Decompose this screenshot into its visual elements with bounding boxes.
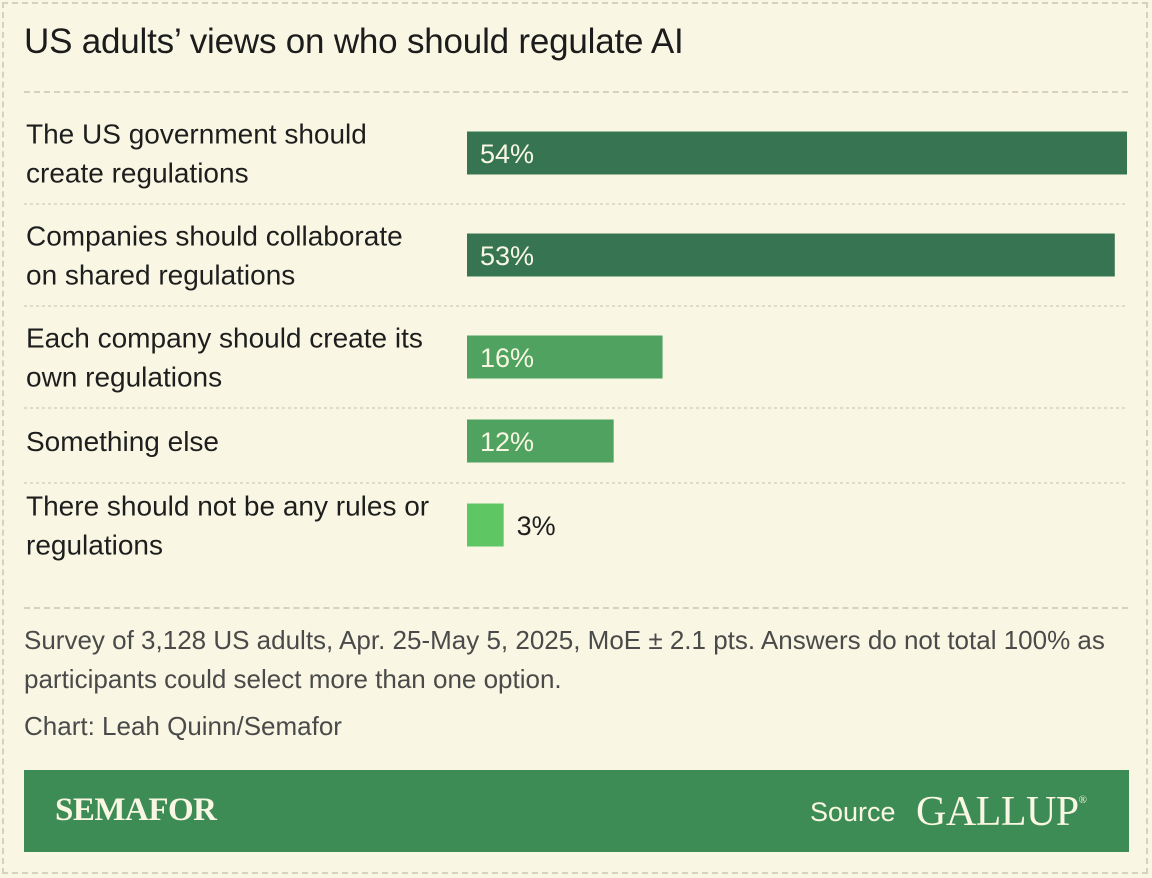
value-label-4: 12% [480, 427, 534, 457]
value-label-1: 54% [480, 139, 534, 169]
value-label-3: 16% [480, 343, 534, 373]
category-label-1-line-1: The US government should [26, 119, 367, 150]
value-label-2: 53% [480, 241, 534, 271]
bar-4 [467, 419, 614, 463]
category-label-3-line-1: Each company should create its [26, 323, 423, 354]
bar-1 [467, 131, 1127, 175]
bar-5 [467, 503, 504, 547]
category-label-3-line-2: own regulations [26, 362, 222, 393]
category-label-5-line-2: regulations [26, 530, 163, 561]
bar-3 [467, 335, 663, 379]
semafor-logo: SEMAFOR [55, 792, 217, 828]
category-label-2-line-2: on shared regulations [26, 260, 295, 291]
registered-mark: ® [1078, 794, 1087, 806]
gallup-logo: GALLUP® [916, 788, 1087, 836]
survey-note: Survey of 3,128 US adults, Apr. 25-May 5… [24, 625, 1105, 694]
chart-credit: Chart: Leah Quinn/Semafor [24, 711, 342, 741]
category-label-4-line-1: Something else [26, 426, 219, 457]
category-label-2-line-1: Companies should collaborate [26, 221, 403, 252]
category-label-1-line-2: create regulations [26, 158, 249, 189]
chart-title: US adults’ views on who should regulate … [24, 22, 684, 61]
title-divider [24, 91, 1128, 93]
gallup-logo-text: GALLUP [916, 789, 1079, 835]
footer-bar: SEMAFOR Source GALLUP® [24, 770, 1129, 852]
category-label-5-line-1: There should not be any rules or [26, 491, 429, 522]
bar-2 [467, 233, 1115, 277]
notes-divider [24, 607, 1128, 609]
source-label: Source [810, 797, 896, 827]
value-label-5: 3% [517, 511, 556, 541]
